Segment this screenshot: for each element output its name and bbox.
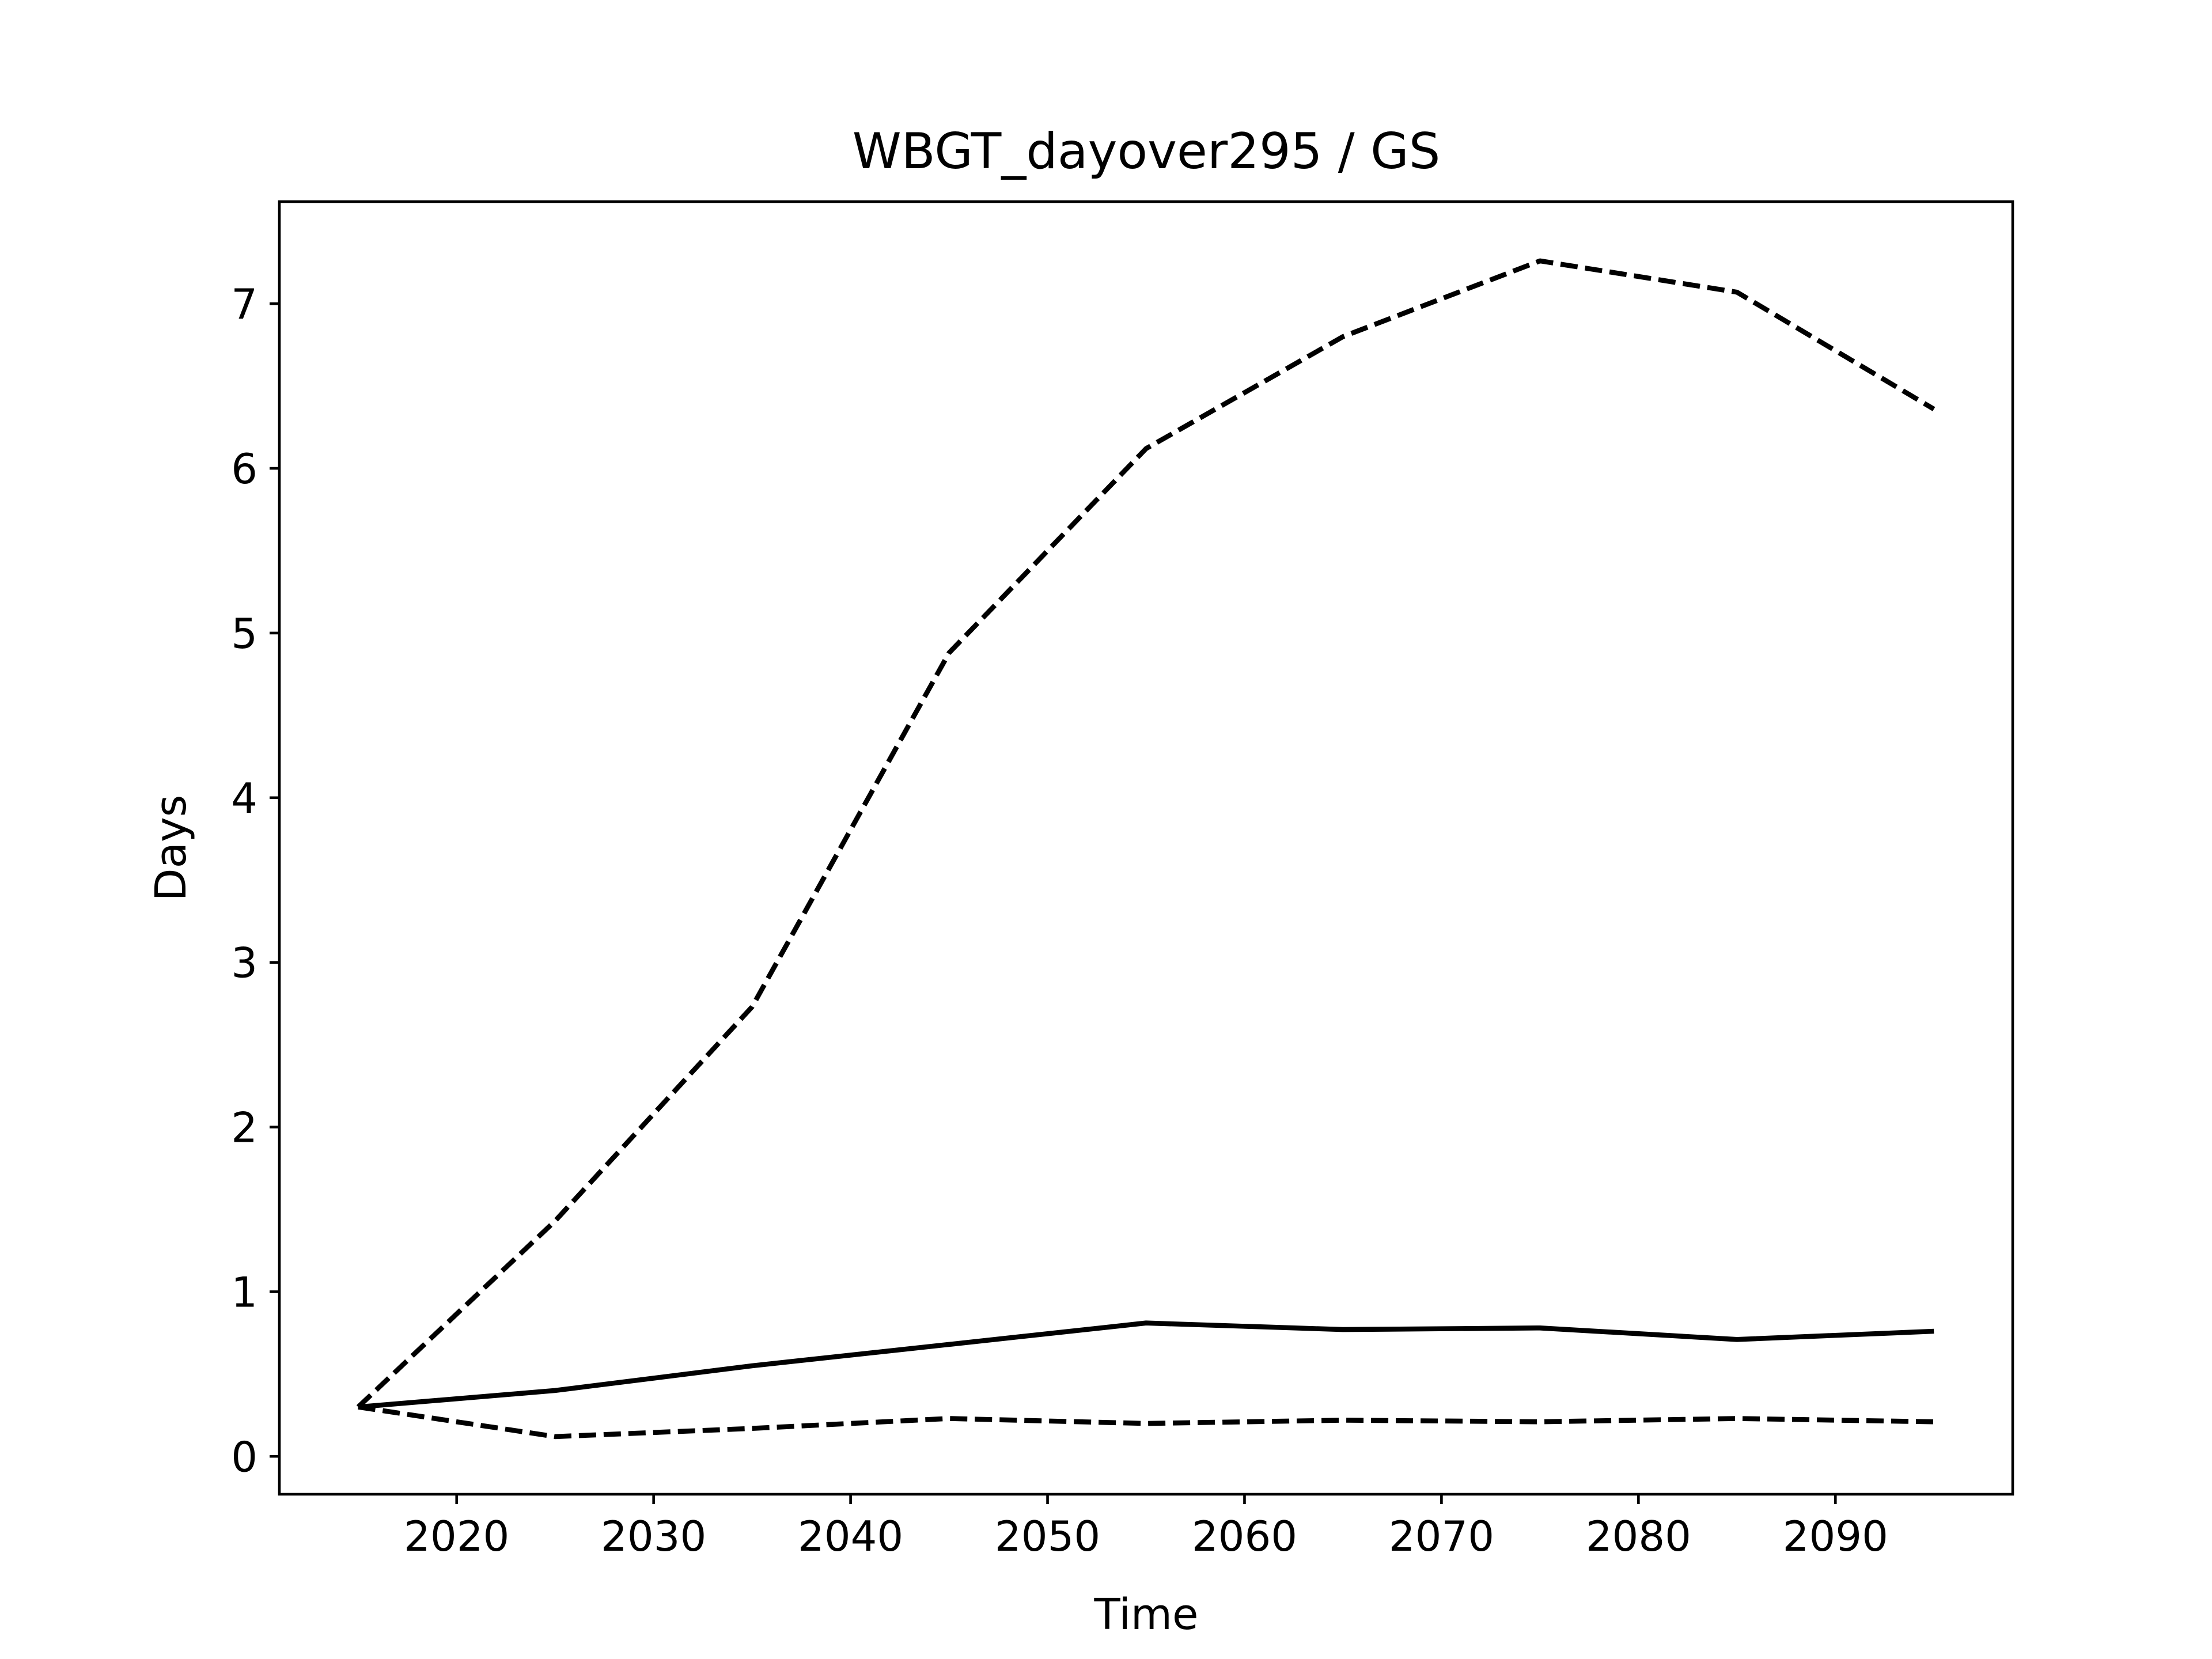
- y-axis-label: Days: [146, 795, 196, 902]
- x-tick-label: 2060: [1192, 1512, 1297, 1560]
- series-line-2: [356, 258, 1936, 1409]
- x-tick-label: 2090: [1783, 1512, 1888, 1560]
- y-tick-label: 2: [231, 1104, 257, 1152]
- y-axis: 0 1 2 3 4 5 6 7: [231, 280, 279, 1481]
- x-axis: 2020 2030 2040 2050 2060 2070 2080 2090: [404, 1494, 1888, 1560]
- series-line-1: [358, 1320, 1934, 1410]
- y-tick-label: 0: [231, 1433, 257, 1481]
- plot-area: [278, 200, 2014, 1496]
- x-tick-label: 2030: [601, 1512, 706, 1560]
- x-axis-label: Time: [1093, 1590, 1198, 1639]
- y-tick-label: 6: [231, 445, 257, 493]
- axes-frame: [278, 200, 2014, 1496]
- x-tick-label: 2020: [404, 1512, 509, 1560]
- chart-title: WBGT_dayover295 / GS: [853, 123, 1441, 180]
- y-tick-label: 4: [231, 774, 257, 823]
- x-tick-label: 2080: [1586, 1512, 1691, 1560]
- x-tick-label: 2070: [1389, 1512, 1494, 1560]
- series-line-3: [358, 1404, 1934, 1440]
- x-tick-label: 2040: [798, 1512, 903, 1560]
- series-group: [356, 258, 1936, 1440]
- x-tick-label: 2050: [995, 1512, 1100, 1560]
- y-tick-label: 3: [231, 939, 257, 987]
- y-tick-label: 1: [231, 1268, 257, 1316]
- y-tick-label: 7: [231, 280, 257, 328]
- y-tick-label: 5: [231, 609, 257, 658]
